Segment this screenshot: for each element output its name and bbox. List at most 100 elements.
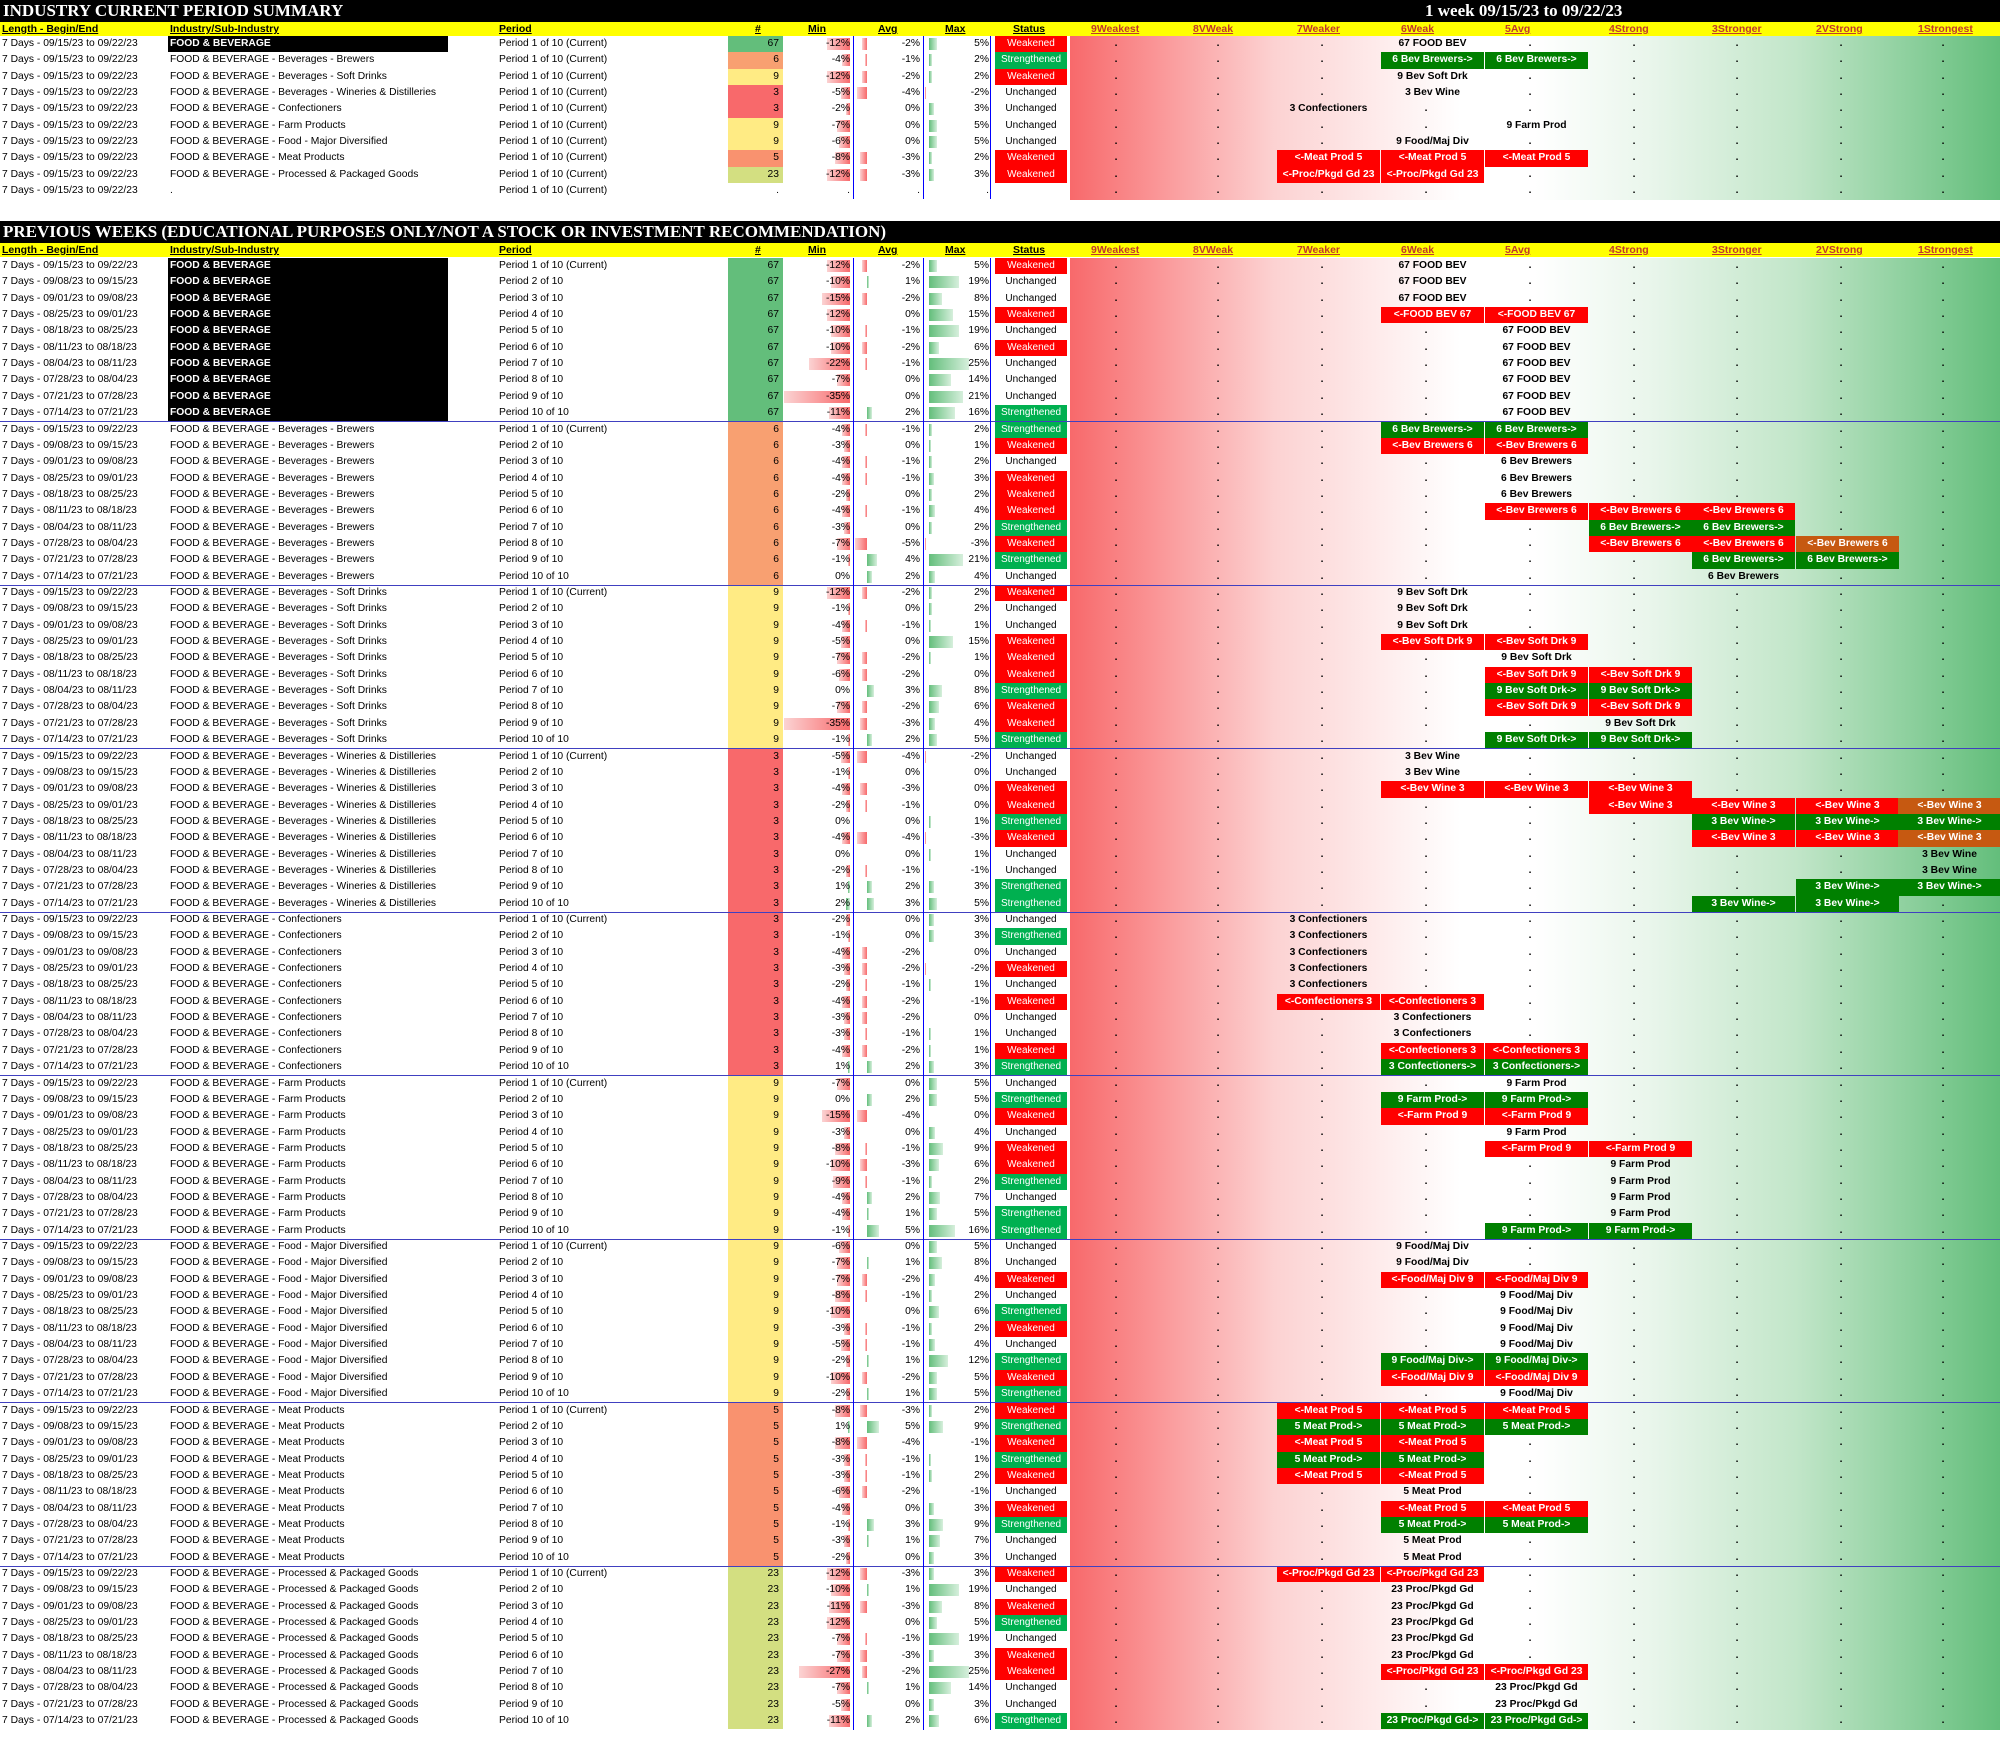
cell-industry-text: FOOD & BEVERAGE - Beverages - Brewers [170, 439, 375, 451]
cell-max: 5% [925, 36, 993, 52]
level-marker: 9 Farm Prod-> [1485, 1091, 1588, 1109]
header-max: Max [945, 23, 966, 35]
status-badge-text: Weakened [1007, 505, 1055, 517]
level-marker: <-Bev Soft Drk 9 [1485, 666, 1588, 684]
level-marker: <-Farm Prod 9 [1381, 1108, 1484, 1125]
cell-max: 2% [925, 585, 993, 601]
table-row: 7 Days - 07/21/23 to 07/28/23 FOOD & BEVE… [0, 388, 2000, 406]
cell-count: 9 [728, 1189, 783, 1207]
level-dot: . [1424, 1126, 1428, 1138]
level-dot: . [1839, 407, 1843, 419]
cell-count-text: 5 [773, 152, 779, 164]
avg-bar [867, 1208, 870, 1221]
avg-bar [862, 668, 867, 681]
status-badge-text: Unchanged [1005, 292, 1057, 304]
cell-count-text: 5 [773, 1486, 779, 1498]
level-dot: . [1114, 1241, 1118, 1252]
cell-period-text: Period 1 of 10 (Current) [499, 914, 608, 925]
cell-min: 1% [784, 879, 852, 895]
level-dot: . [1114, 1044, 1118, 1056]
level-dot: . [1320, 456, 1324, 468]
section-banner: PREVIOUS WEEKS (EDUCATIONAL PURPOSES ONL… [0, 221, 2000, 243]
level-dot: . [1114, 1666, 1118, 1678]
level-dot: . [1839, 1044, 1843, 1056]
level-dot: . [1735, 439, 1739, 451]
cell-max: 5% [925, 1370, 993, 1386]
level-dot: . [1424, 488, 1428, 500]
level-marker: 9 Farm Prod [1506, 119, 1567, 131]
min-bar [840, 1339, 850, 1352]
cell-min-text: -4% [831, 1044, 850, 1056]
min-bar [821, 292, 850, 305]
cell-length: 7 Days - 07/14/23 to 07/21/23 [2, 732, 167, 748]
level-dot: . [1216, 815, 1220, 827]
cell-min: -2% [784, 1353, 852, 1369]
cell-min: -7% [784, 1076, 852, 1092]
cell-period: Period 2 of 10 [499, 601, 649, 617]
max-bar [929, 488, 933, 501]
max-bar [929, 930, 934, 943]
cell-count-text: 9 [773, 701, 779, 713]
level-dot: . [1941, 1437, 1945, 1449]
level-dot: . [1632, 390, 1636, 402]
cell-industry: FOOD & BEVERAGE - Beverages - Soft Drink… [168, 667, 448, 683]
cell-count-text: 6 [773, 456, 779, 468]
table-row: 7 Days - 08/11/23 to 08/18/23 FOOD & BEVE… [0, 1157, 2000, 1174]
max-bar [929, 407, 955, 420]
cell-count-text: 67 [767, 374, 779, 386]
cell-length-text: 7 Days - 09/15/23 to 09/22/23 [2, 168, 138, 180]
cell-avg: -2% [855, 1043, 922, 1059]
level-dot: . [1941, 1469, 1945, 1481]
section-banner: INDUSTRY CURRENT PERIOD SUMMARY 1 week 09… [0, 0, 2000, 22]
max-bar [929, 979, 931, 992]
cell-period: Period 4 of 10 [499, 1615, 649, 1631]
cell-min-text: -11% [826, 407, 850, 419]
level-marker: <-Food/Maj Div 9 [1381, 1369, 1484, 1387]
level-dot: . [1528, 717, 1532, 729]
header-level: 5Avg [1505, 23, 1531, 35]
cell-count: 3 [728, 748, 783, 765]
cell-avg: 2% [855, 732, 922, 748]
cell-period-text: Period 1 of 10 (Current) [499, 136, 608, 148]
cell-period-text: Period 3 of 10 [499, 1600, 564, 1612]
min-bar [842, 995, 850, 1008]
level-dot: . [1941, 1012, 1945, 1024]
cell-min: -7% [784, 1272, 852, 1288]
status-badge-text: Unchanged [1005, 374, 1057, 386]
cell-min-text: -7% [831, 1682, 850, 1694]
min-bar [836, 652, 850, 665]
level-dot: . [1320, 587, 1324, 598]
level-dot: . [1941, 1110, 1945, 1122]
status-badge-text: Weakened [1007, 587, 1055, 598]
cell-max: -1% [925, 994, 993, 1010]
max-bar [929, 38, 937, 50]
cell-industry: FOOD & BEVERAGE - Food - Major Diversifi… [168, 1239, 448, 1255]
cell-max: 0% [925, 1108, 993, 1124]
cell-length-text: 7 Days - 09/01/23 to 09/08/23 [2, 292, 138, 304]
level-dot: . [1735, 963, 1739, 975]
cell-max-text: 21% [968, 390, 989, 402]
level-dot: . [1735, 685, 1739, 697]
cell-max: 8% [925, 683, 993, 699]
cell-avg: 0% [855, 1076, 922, 1092]
max-bar [929, 168, 934, 181]
table-row: 7 Days - 09/01/23 to 09/08/23 FOOD & BEVE… [0, 944, 2000, 962]
cell-avg-text: 0% [905, 1126, 920, 1138]
cell-avg-text: 2% [905, 1191, 920, 1203]
status-badge-text: Weakened [1007, 1568, 1055, 1579]
cell-avg-text: 1% [905, 1682, 920, 1694]
cell-period: Period 1 of 10 (Current) [499, 150, 649, 166]
status-badge-text: Weakened [1007, 260, 1055, 271]
cell-avg-text: 3% [905, 1518, 920, 1530]
cell-min-text: -35% [825, 390, 850, 402]
status-badge-text: Weakened [1007, 38, 1055, 49]
cell-min-text: -10% [825, 1584, 850, 1596]
max-bar [925, 832, 926, 845]
min-bar [846, 1388, 850, 1401]
cell-industry: FOOD & BEVERAGE - Meat Products [168, 1484, 448, 1500]
section-title: PREVIOUS WEEKS (EDUCATIONAL PURPOSES ONL… [3, 222, 887, 241]
level-marker: 9 Food/Maj Div [1396, 1241, 1469, 1252]
level-dot: . [1839, 1535, 1843, 1547]
avg-bar [864, 1142, 867, 1155]
table-row: 7 Days - 09/08/23 to 09/15/23 FOOD & BEVE… [0, 1418, 2000, 1436]
